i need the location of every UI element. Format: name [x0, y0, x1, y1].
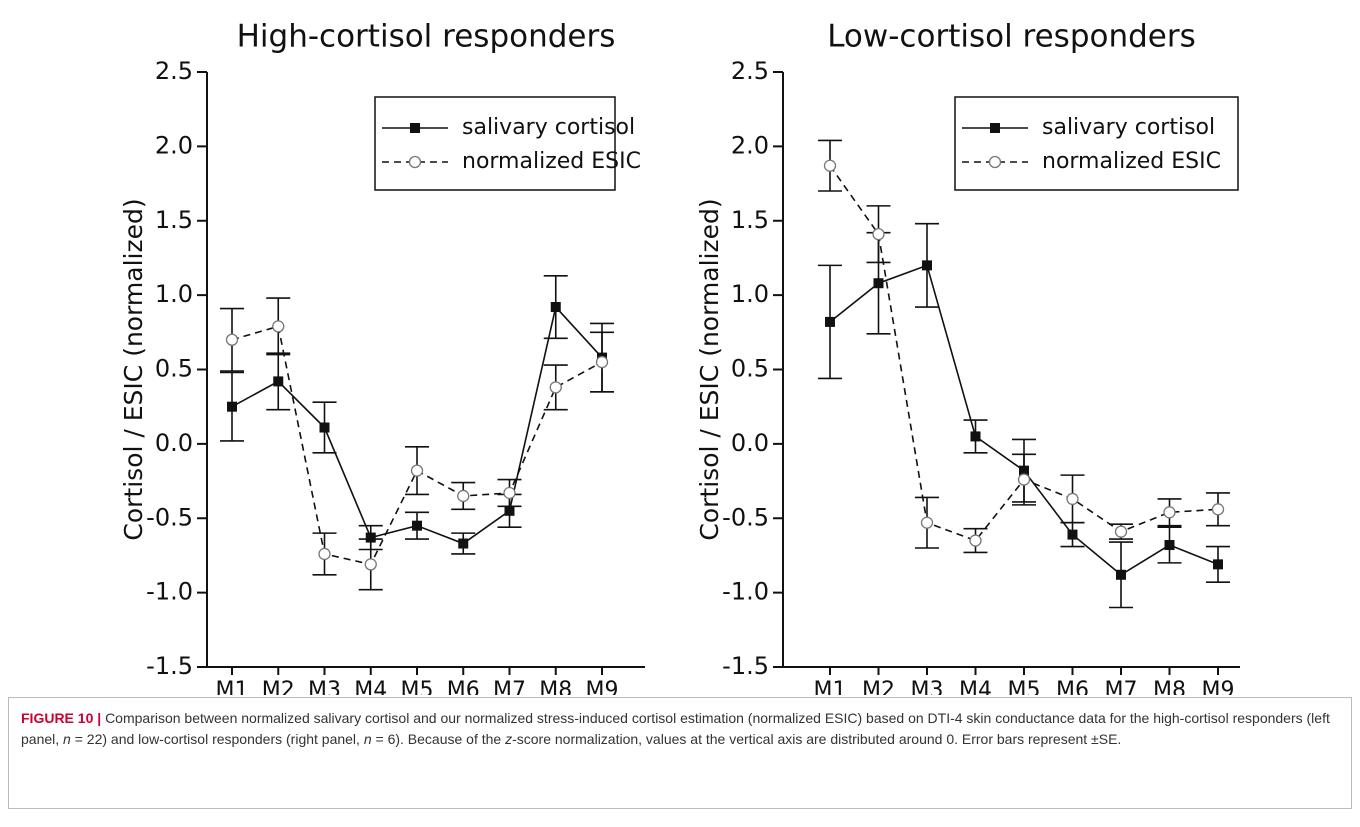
x-tick-label: M4: [959, 678, 992, 695]
legend-box: [954, 96, 1239, 191]
y-tick-label: 1.0: [731, 280, 769, 308]
legend-marker: [408, 155, 422, 169]
caption-text: z: [505, 731, 513, 747]
marker: [365, 532, 376, 543]
x-tick-label: M4: [354, 678, 387, 695]
marker: [550, 302, 561, 313]
x-tick-label: M1: [216, 678, 249, 695]
chart-title: High-cortisol responders: [237, 19, 616, 55]
caption-text: n: [363, 731, 372, 747]
y-tick-label: 1.5: [155, 206, 193, 234]
marker: [1114, 525, 1128, 538]
y-tick-label: 1.0: [155, 280, 193, 308]
y-tick-label: 2.0: [155, 131, 193, 159]
legend-label: salivary cortisol: [1042, 115, 1215, 140]
y-tick-label: 2.5: [155, 57, 193, 85]
chart: High-cortisol responders Cortisol / ESIC …: [119, 19, 1240, 695]
y-tick-label: 0.0: [155, 429, 193, 457]
marker: [364, 558, 377, 571]
caption-text: = 6). Because of the: [371, 731, 506, 747]
x-tick-label: M7: [1105, 678, 1138, 695]
caption-text: Comparison between normalized salivary c…: [21, 710, 1330, 747]
legend-label: normalized ESIC: [1042, 149, 1221, 174]
marker: [920, 516, 934, 529]
marker: [1017, 473, 1031, 486]
legend-box: [374, 96, 616, 191]
y-tick-label: -1.0: [146, 578, 193, 606]
y-tick-label: 1.5: [731, 206, 769, 234]
marker: [1116, 569, 1126, 580]
y-tick-label: -0.5: [722, 503, 769, 531]
caption-label: FIGURE 10 |: [21, 710, 102, 726]
legend-marker: [988, 155, 1002, 169]
marker: [549, 381, 562, 394]
marker: [273, 376, 284, 387]
marker: [595, 355, 609, 369]
x-tick-label: M7: [493, 678, 526, 695]
marker: [1213, 559, 1223, 570]
marker: [458, 538, 469, 549]
y-tick-label: 2.0: [731, 131, 769, 159]
x-tick-label: M8: [1153, 678, 1186, 695]
legend-label: normalized ESIC: [462, 149, 641, 174]
caption-text: = 22) and low-cortisol responders (right…: [70, 731, 364, 747]
y-tick-label: -1.5: [146, 652, 193, 680]
marker: [873, 278, 884, 289]
y-axis-label: Cortisol / ESIC (normalized): [119, 198, 148, 540]
marker: [1067, 529, 1078, 540]
marker: [1164, 540, 1175, 551]
marker: [318, 547, 331, 561]
y-tick-label: -1.0: [722, 578, 769, 606]
x-tick-label: M8: [539, 678, 572, 695]
caption-text: n: [63, 731, 71, 747]
marker: [272, 320, 285, 333]
y-axis-label: Cortisol / ESIC (normalized): [695, 198, 724, 540]
marker: [825, 316, 835, 327]
y-tick-label: -0.5: [146, 503, 193, 531]
x-tick-label: M9: [1202, 678, 1235, 695]
series-line: [231, 305, 603, 545]
x-tick-label: M2: [262, 678, 295, 695]
marker: [823, 159, 837, 172]
x-tick-label: M6: [447, 678, 480, 695]
x-tick-label: M3: [911, 678, 944, 695]
marker: [319, 422, 330, 433]
x-tick-label: M5: [401, 678, 434, 695]
legend-marker: [990, 123, 1000, 133]
legend-label: salivary cortisol: [462, 115, 635, 140]
marker: [872, 227, 885, 241]
marker: [1211, 503, 1225, 516]
x-tick-label: M6: [1056, 678, 1089, 695]
marker: [225, 333, 239, 346]
series-line: [829, 264, 1219, 576]
y-tick-label: 0.5: [731, 355, 769, 383]
marker: [503, 486, 516, 500]
marker: [412, 520, 422, 531]
marker: [504, 505, 515, 516]
marker: [1163, 506, 1176, 519]
caption-text: -score normalization, values at the vert…: [512, 731, 1122, 747]
marker: [410, 464, 424, 477]
y-tick-label: -1.5: [722, 652, 769, 680]
y-tick-label: 2.5: [731, 57, 769, 85]
legend-marker: [410, 123, 420, 133]
y-tick-label: 0.5: [155, 355, 193, 383]
y-tick-label: 0.0: [731, 429, 769, 457]
x-tick-label: M2: [862, 678, 895, 695]
x-tick-label: M9: [586, 678, 619, 695]
marker: [457, 489, 470, 503]
x-tick-label: M1: [814, 678, 847, 695]
marker: [1019, 465, 1029, 476]
marker: [970, 431, 981, 442]
marker: [227, 401, 237, 412]
x-tick-label: M5: [1008, 678, 1041, 695]
x-tick-label: M3: [308, 678, 341, 695]
marker: [922, 260, 932, 271]
caption: FIGURE 10 | Comparison between normalize…: [8, 697, 1352, 809]
marker: [1066, 492, 1079, 506]
chart-title: Low-cortisol responders: [827, 19, 1196, 55]
marker: [969, 534, 982, 547]
